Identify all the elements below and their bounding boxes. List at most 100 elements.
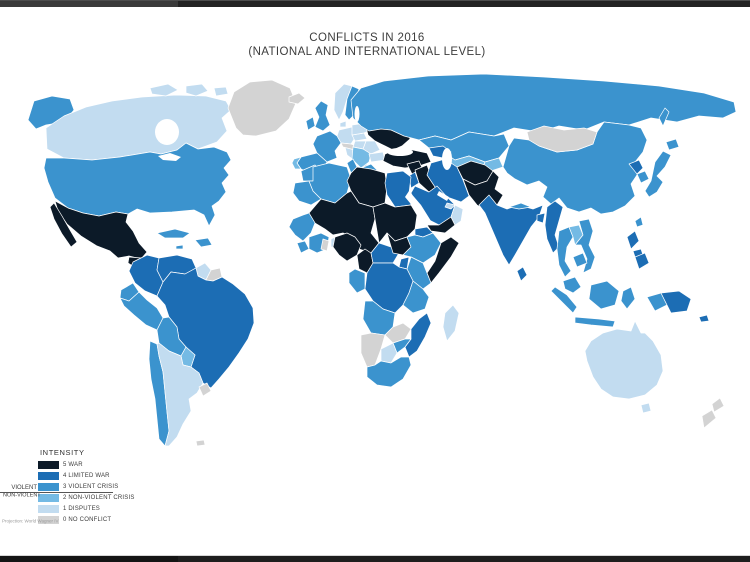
- country-portugal: [291, 156, 302, 170]
- continent-south-america: [119, 254, 255, 447]
- legend-item: 1 DISPUTES: [38, 505, 135, 513]
- country-arctic-island-2: [185, 83, 209, 97]
- country-philippines-mindanao: [634, 252, 650, 270]
- country-botswana: [380, 342, 398, 364]
- country-greenland: [227, 79, 297, 137]
- country-sierraleone-liberia: [296, 240, 310, 254]
- great-lakes: [158, 153, 181, 161]
- country-myanmar: [544, 200, 564, 254]
- country-borneo: [588, 280, 620, 310]
- projection-footnote: Projection: World Wagner IV: [2, 519, 59, 525]
- legend-violent-label: VIOLENT: [11, 485, 37, 491]
- country-mongolia: [526, 125, 598, 153]
- map-subtitle: (NATIONAL AND INTERNATIONAL LEVEL): [248, 46, 486, 58]
- caspian-sea: [442, 148, 452, 170]
- bottom-window-bar: [0, 556, 750, 562]
- country-java: [574, 316, 616, 328]
- country-arctic-island-1: [149, 83, 179, 97]
- top-window-bar-highlight: [0, 0, 750, 1]
- legend-swatch-level-3: [38, 483, 59, 491]
- country-uae: [444, 202, 456, 210]
- country-uk: [314, 100, 331, 132]
- country-cambodia: [572, 252, 588, 268]
- legend-item-label: 3 VIOLENT CRISIS: [63, 484, 119, 490]
- country-thailand: [556, 226, 574, 278]
- country-japan: [644, 150, 672, 198]
- water-overlays: [155, 106, 452, 225]
- country-argentina: [156, 342, 204, 447]
- top-window-bar-segment: [0, 0, 178, 7]
- red-sea: [405, 191, 431, 225]
- country-sulawesi: [620, 286, 636, 310]
- country-congo-gabon: [348, 268, 366, 294]
- map-title-block: CONFLICTS IN 2016 (NATIONAL AND INTERNAT…: [0, 31, 734, 59]
- legend-item-label: 1 DISPUTES: [63, 506, 101, 512]
- legend-item: 5 WAR: [38, 461, 135, 469]
- legend-item-label: 2 NON-VIOLENT CRISIS: [63, 495, 135, 501]
- continent-asia: [350, 73, 737, 328]
- legend-swatch-level-2: [38, 494, 59, 502]
- legend-item: 0 NO CONFLICT: [38, 516, 135, 524]
- legend-item: 4 LIMITED WAR: [38, 472, 135, 480]
- continent-africa: [288, 158, 460, 388]
- country-south-korea: [636, 170, 650, 184]
- hudson-bay: [155, 119, 179, 145]
- country-sahel-mali-niger-chad: [308, 190, 380, 254]
- legend-swatch-level-1: [38, 505, 59, 513]
- country-tanzania: [402, 280, 430, 314]
- country-iceland: [288, 92, 306, 105]
- continent-oceania: [584, 290, 725, 429]
- country-philippines-luzon: [626, 230, 640, 250]
- country-mexico-baja: [49, 202, 78, 248]
- country-mozambique: [404, 312, 432, 358]
- country-bulgaria: [368, 151, 386, 163]
- country-arctic-island-3: [213, 86, 229, 97]
- country-south-africa: [366, 356, 412, 388]
- legend-swatch-level-0: [38, 516, 59, 524]
- legend-swatch-level-5: [38, 461, 59, 469]
- country-uruguay: [198, 382, 212, 397]
- country-oman: [450, 204, 464, 226]
- country-madagascar: [442, 304, 460, 342]
- country-new-zealand-south: [701, 409, 717, 429]
- country-jamaica: [175, 244, 184, 250]
- country-falklands: [195, 439, 206, 447]
- continent-north-america: [27, 79, 306, 289]
- country-tasmania: [640, 402, 652, 414]
- map-title: CONFLICTS IN 2016: [309, 32, 425, 44]
- country-france: [312, 130, 342, 163]
- country-ethiopia: [402, 232, 442, 264]
- country-srilanka: [516, 266, 528, 282]
- country-hispaniola: [194, 237, 213, 248]
- country-cuba: [156, 228, 191, 239]
- country-namibia: [360, 332, 386, 368]
- persian-gulf: [437, 191, 449, 201]
- legend-title: INTENSITY: [40, 448, 85, 457]
- country-north-korea: [628, 159, 644, 175]
- country-somalia: [426, 236, 460, 284]
- country-hokkaido: [665, 138, 680, 151]
- country-ghana: [320, 238, 330, 252]
- country-denmark: [339, 120, 347, 128]
- legend-rows: 5 WAR 4 LIMITED WAR 3 VIOLENT CRISIS 2 NON-…: [38, 461, 135, 527]
- country-mexico: [54, 200, 148, 260]
- legend-swatch-level-4: [38, 472, 59, 480]
- legend-item-label: 0 NO CONFLICT: [63, 517, 112, 523]
- country-malaysia: [562, 276, 582, 294]
- baltic-sea: [354, 106, 360, 122]
- country-balkans: [351, 146, 372, 169]
- country-australia: [584, 320, 664, 400]
- bottom-window-bar-segment: [0, 556, 178, 562]
- legend-item-label: 4 LIMITED WAR: [63, 473, 110, 479]
- legend-violence-divider: [0, 492, 113, 493]
- country-png: [660, 290, 692, 314]
- country-nepal: [508, 202, 532, 210]
- country-norway: [333, 83, 353, 121]
- country-senegal-guinea: [288, 212, 316, 242]
- country-solomon: [698, 314, 710, 323]
- country-new-zealand-north: [711, 397, 725, 413]
- legend-item-label: 5 WAR: [63, 462, 83, 468]
- legend-nonviolent-label: NON-VIOLENT: [2, 493, 41, 499]
